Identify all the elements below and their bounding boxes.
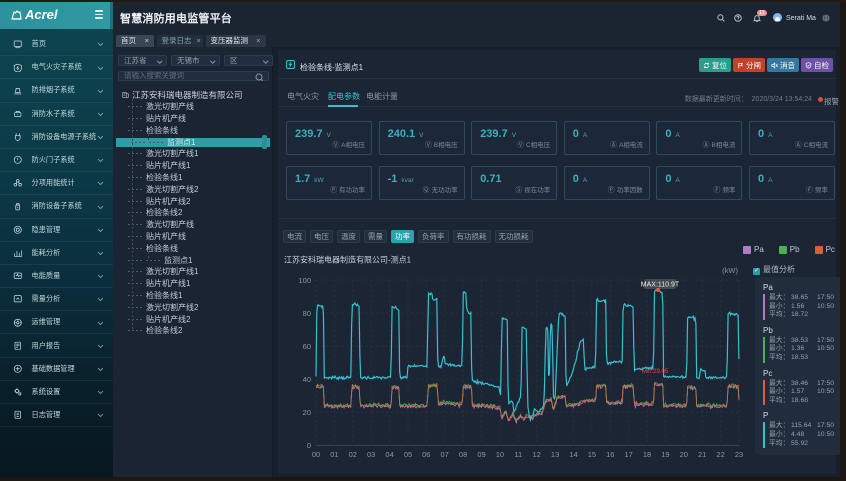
svg-text:04: 04 bbox=[385, 450, 393, 459]
svg-text:17: 17 bbox=[625, 450, 633, 459]
svg-text:15: 15 bbox=[588, 450, 596, 459]
svg-text:08: 08 bbox=[459, 450, 467, 459]
svg-text:09: 09 bbox=[477, 450, 485, 459]
svg-text:22: 22 bbox=[716, 450, 724, 459]
svg-text:(kW): (kW) bbox=[722, 266, 738, 275]
svg-text:20: 20 bbox=[303, 408, 311, 417]
svg-text:07: 07 bbox=[441, 450, 449, 459]
svg-text:19: 19 bbox=[661, 450, 669, 459]
svg-text:18: 18 bbox=[643, 450, 651, 459]
svg-text:21: 21 bbox=[698, 450, 706, 459]
svg-text:01: 01 bbox=[330, 450, 338, 459]
svg-text:11: 11 bbox=[514, 450, 522, 459]
svg-text:20: 20 bbox=[680, 450, 688, 459]
svg-text:12: 12 bbox=[533, 450, 541, 459]
svg-text:0: 0 bbox=[307, 441, 311, 450]
svg-text:10: 10 bbox=[496, 450, 504, 459]
svg-text:05: 05 bbox=[404, 450, 412, 459]
svg-text:06: 06 bbox=[422, 450, 430, 459]
svg-text:23: 23 bbox=[735, 450, 743, 459]
svg-text:Min:29.05: Min:29.05 bbox=[642, 369, 669, 375]
svg-text:03: 03 bbox=[367, 450, 375, 459]
svg-text:80: 80 bbox=[303, 309, 311, 318]
svg-text:02: 02 bbox=[349, 450, 357, 459]
svg-text:14: 14 bbox=[569, 450, 577, 459]
svg-text:MAX:110.9T: MAX:110.9T bbox=[641, 282, 680, 289]
svg-text:江苏安科瑞电器制造有限公司-测点1: 江苏安科瑞电器制造有限公司-测点1 bbox=[284, 255, 412, 265]
svg-text:60: 60 bbox=[303, 342, 311, 351]
svg-text:40: 40 bbox=[303, 375, 311, 384]
svg-text:13: 13 bbox=[551, 450, 559, 459]
svg-text:16: 16 bbox=[606, 450, 614, 459]
svg-text:00: 00 bbox=[312, 450, 320, 459]
svg-text:100: 100 bbox=[298, 276, 311, 285]
